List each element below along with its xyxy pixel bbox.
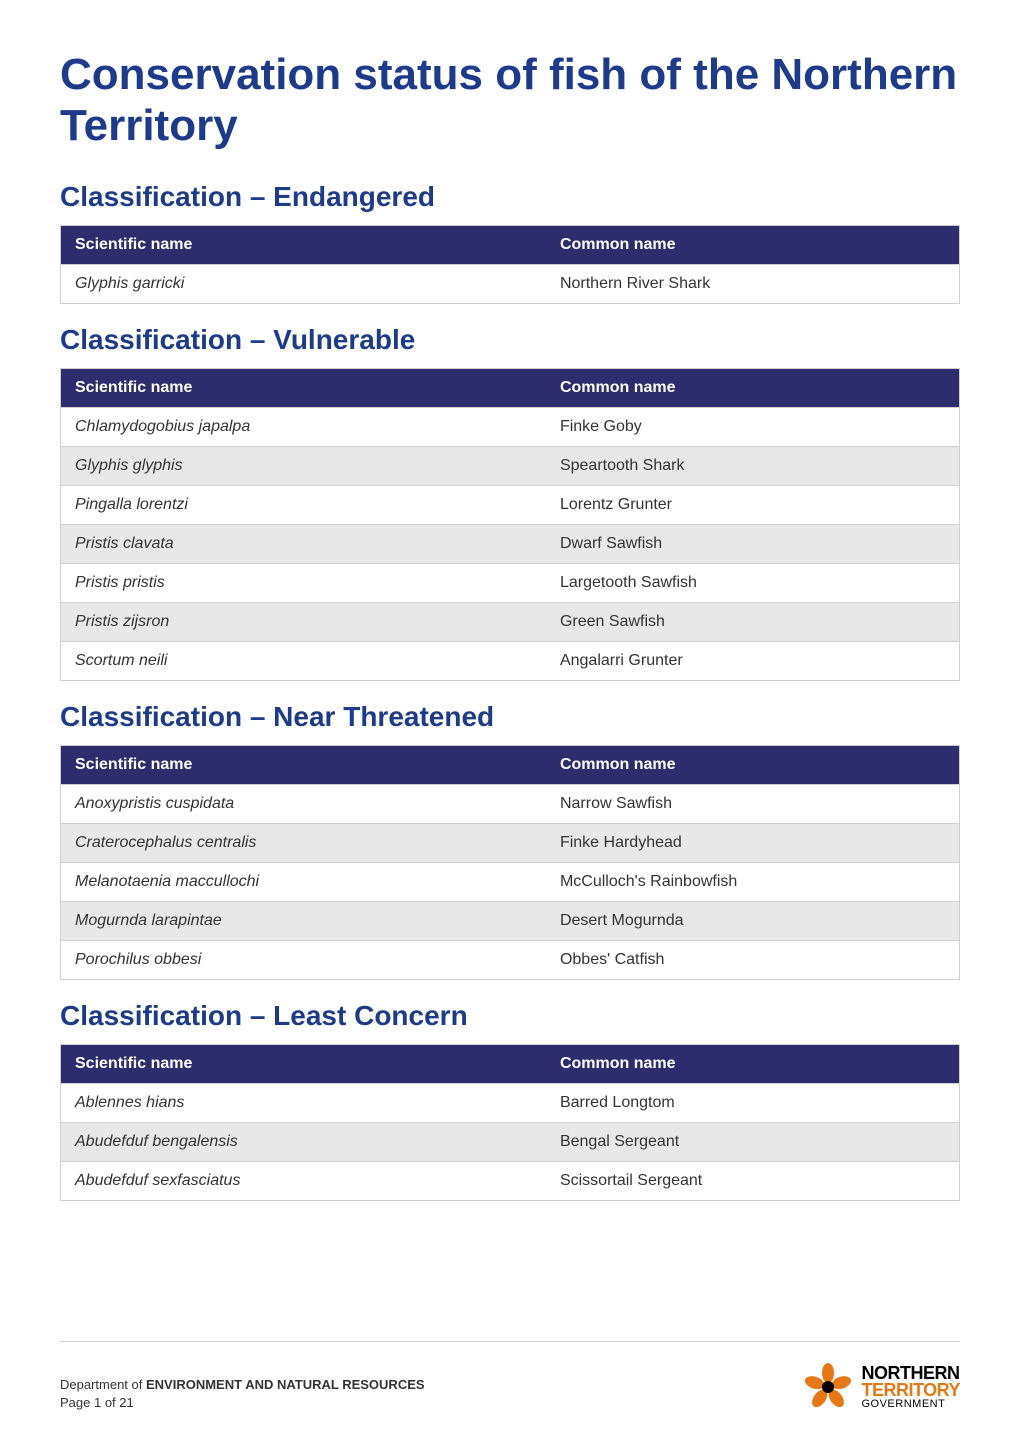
table-row: Pristis zijsronGreen Sawfish [61, 603, 960, 642]
table-row: Abudefduf bengalensisBengal Sergeant [61, 1123, 960, 1162]
common-name-cell: Speartooth Shark [546, 447, 960, 486]
common-name-cell: McCulloch's Rainbowfish [546, 863, 960, 902]
page-footer: Department of ENVIRONMENT AND NATURAL RE… [60, 1341, 960, 1412]
common-name-cell: Largetooth Sawfish [546, 564, 960, 603]
scientific-name-cell: Anoxypristis cuspidata [61, 785, 546, 824]
table-row: Porochilus obbesiObbes' Catfish [61, 941, 960, 980]
table-row: Ablennes hiansBarred Longtom [61, 1084, 960, 1123]
logo-text: NORTHERN TERRITORY GOVERNMENT [861, 1365, 960, 1410]
scientific-name-cell: Scortum neili [61, 642, 546, 681]
section-heading: Classification – Endangered [60, 181, 960, 213]
scientific-name-cell: Abudefduf bengalensis [61, 1123, 546, 1162]
common-name-cell: Narrow Sawfish [546, 785, 960, 824]
logo-line2: TERRITORY [861, 1382, 960, 1399]
department-name: ENVIRONMENT AND NATURAL RESOURCES [146, 1377, 425, 1392]
table-row: Melanotaenia maccullochiMcCulloch's Rain… [61, 863, 960, 902]
scientific-name-cell: Pristis zijsron [61, 603, 546, 642]
table-row: Scortum neiliAngalarri Grunter [61, 642, 960, 681]
common-name-cell: Green Sawfish [546, 603, 960, 642]
logo-line3: GOVERNMENT [861, 1399, 960, 1409]
table-row: Anoxypristis cuspidataNarrow Sawfish [61, 785, 960, 824]
scientific-name-cell: Pristis pristis [61, 564, 546, 603]
scientific-name-cell: Craterocephalus centralis [61, 824, 546, 863]
nt-logo-icon [803, 1362, 853, 1412]
scientific-name-cell: Pingalla lorentzi [61, 486, 546, 525]
table-row: Pingalla lorentziLorentz Grunter [61, 486, 960, 525]
table-row: Mogurnda larapintaeDesert Mogurnda [61, 902, 960, 941]
common-name-cell: Northern River Shark [546, 265, 960, 304]
section-heading: Classification – Near Threatened [60, 701, 960, 733]
footer-text: Department of ENVIRONMENT AND NATURAL RE… [60, 1376, 425, 1412]
section-heading: Classification – Vulnerable [60, 324, 960, 356]
scientific-name-cell: Ablennes hians [61, 1084, 546, 1123]
table-header: Scientific name [61, 369, 546, 408]
scientific-name-cell: Abudefduf sexfasciatus [61, 1162, 546, 1201]
common-name-cell: Scissortail Sergeant [546, 1162, 960, 1201]
scientific-name-cell: Porochilus obbesi [61, 941, 546, 980]
table-header: Common name [546, 746, 960, 785]
table-row: Pristis clavataDwarf Sawfish [61, 525, 960, 564]
section-heading: Classification – Least Concern [60, 1000, 960, 1032]
table-header: Scientific name [61, 1045, 546, 1084]
table-row: Craterocephalus centralisFinke Hardyhead [61, 824, 960, 863]
table-row: Abudefduf sexfasciatusScissortail Sergea… [61, 1162, 960, 1201]
common-name-cell: Finke Hardyhead [546, 824, 960, 863]
common-name-cell: Barred Longtom [546, 1084, 960, 1123]
table-row: Pristis pristisLargetooth Sawfish [61, 564, 960, 603]
sections-container: Classification – Endangered Scientific na… [60, 181, 960, 1201]
classification-table: Scientific nameCommon nameAblennes hians… [60, 1044, 960, 1201]
common-name-cell: Desert Mogurnda [546, 902, 960, 941]
common-name-cell: Obbes' Catfish [546, 941, 960, 980]
classification-table: Scientific nameCommon nameChlamydogobius… [60, 368, 960, 681]
common-name-cell: Finke Goby [546, 408, 960, 447]
table-row: Glyphis glyphisSpeartooth Shark [61, 447, 960, 486]
common-name-cell: Angalarri Grunter [546, 642, 960, 681]
table-header: Common name [546, 1045, 960, 1084]
scientific-name-cell: Chlamydogobius japalpa [61, 408, 546, 447]
table-header: Scientific name [61, 226, 546, 265]
department-prefix: Department of [60, 1377, 146, 1392]
department-line: Department of ENVIRONMENT AND NATURAL RE… [60, 1376, 425, 1394]
classification-table: Scientific nameCommon nameGlyphis garric… [60, 225, 960, 304]
common-name-cell: Dwarf Sawfish [546, 525, 960, 564]
page-title: Conservation status of fish of the North… [60, 50, 960, 151]
table-header: Common name [546, 226, 960, 265]
table-header: Scientific name [61, 746, 546, 785]
nt-gov-logo: NORTHERN TERRITORY GOVERNMENT [803, 1362, 960, 1412]
page-number: Page 1 of 21 [60, 1394, 425, 1412]
table-header: Common name [546, 369, 960, 408]
common-name-cell: Bengal Sergeant [546, 1123, 960, 1162]
table-row: Glyphis garrickiNorthern River Shark [61, 265, 960, 304]
scientific-name-cell: Pristis clavata [61, 525, 546, 564]
table-row: Chlamydogobius japalpaFinke Goby [61, 408, 960, 447]
common-name-cell: Lorentz Grunter [546, 486, 960, 525]
scientific-name-cell: Melanotaenia maccullochi [61, 863, 546, 902]
scientific-name-cell: Glyphis glyphis [61, 447, 546, 486]
scientific-name-cell: Mogurnda larapintae [61, 902, 546, 941]
scientific-name-cell: Glyphis garricki [61, 265, 546, 304]
classification-table: Scientific nameCommon nameAnoxypristis c… [60, 745, 960, 980]
